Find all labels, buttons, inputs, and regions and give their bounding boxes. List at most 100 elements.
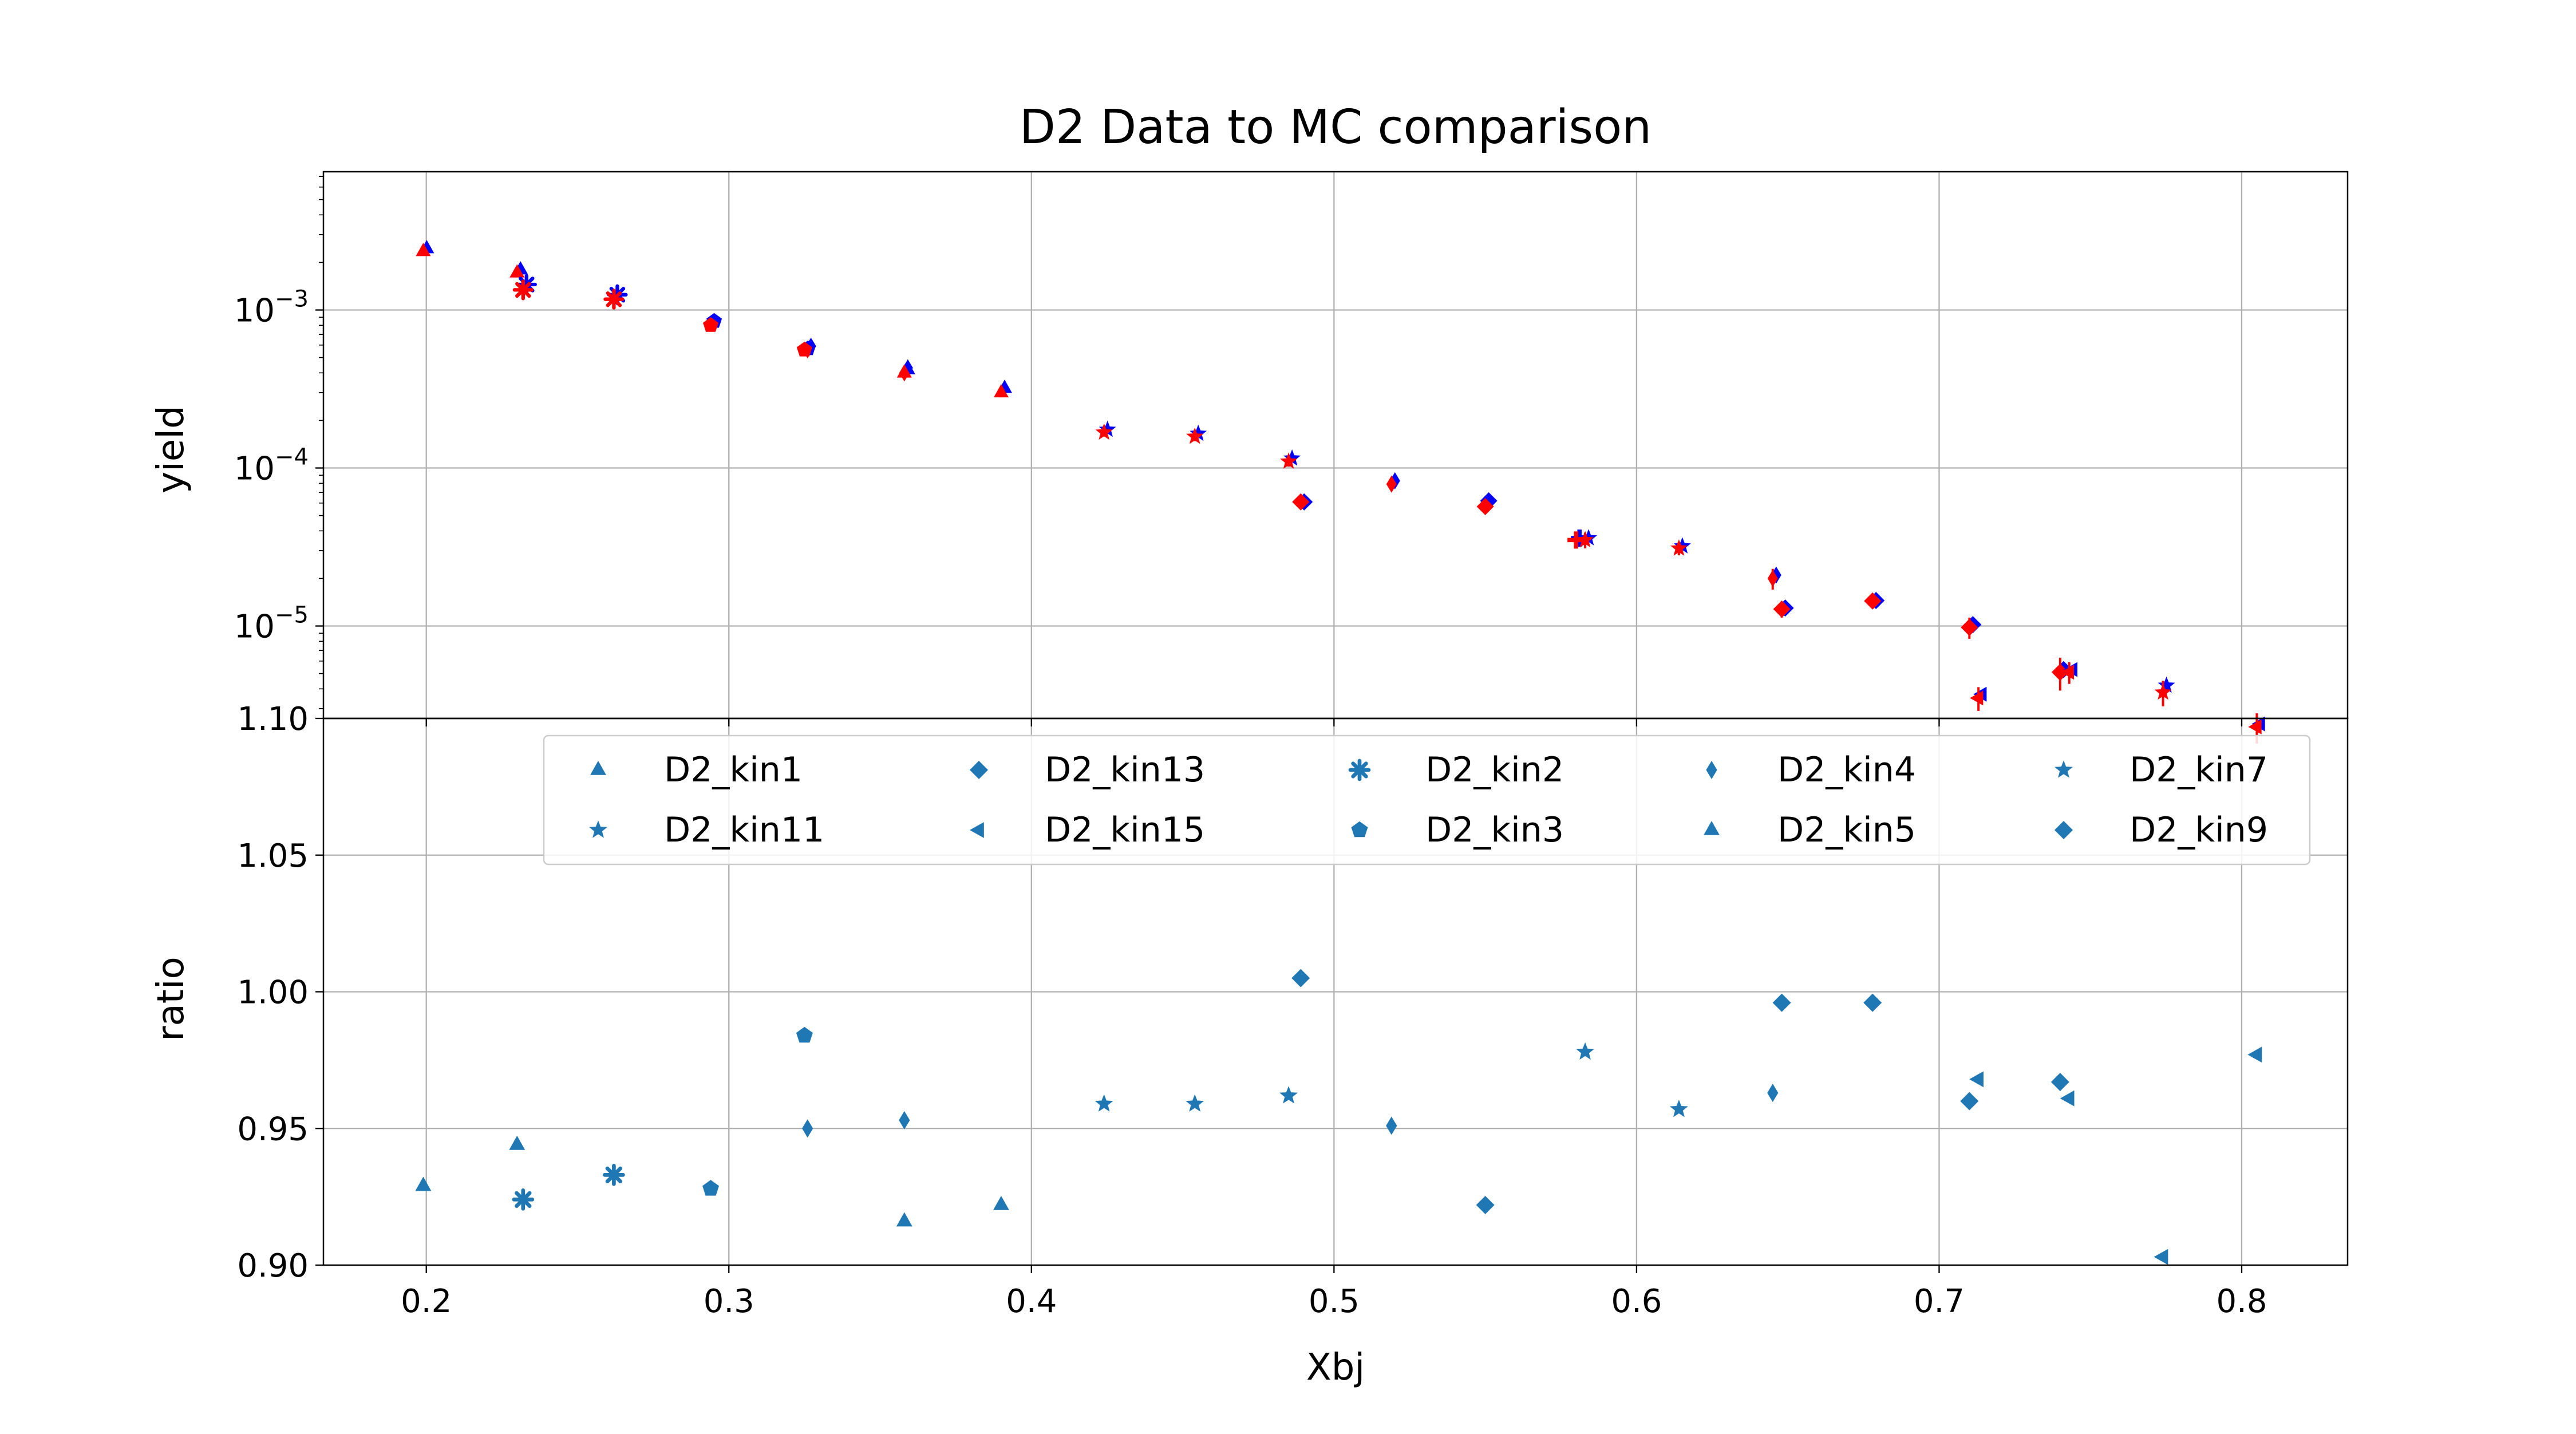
data-yield-point xyxy=(1095,423,1113,440)
legend-marker xyxy=(1348,759,1371,781)
bottom-y-tick-label: 1.10 xyxy=(237,701,309,738)
legend-marker xyxy=(590,761,606,775)
x-tick-label: 0.4 xyxy=(1006,1283,1057,1320)
ratio-point xyxy=(899,1111,910,1129)
ratio-point xyxy=(802,1119,813,1138)
data-yield-point xyxy=(703,317,719,332)
mc-yield-point xyxy=(1283,449,1301,466)
ratio-point xyxy=(1772,993,1791,1012)
top-panel-ticks: 10−3 10−4 10−5 xyxy=(234,176,323,709)
legend-label: D2_kin2 xyxy=(1425,750,1564,790)
ratio-point xyxy=(512,1188,535,1211)
ratio-point xyxy=(1291,969,1310,987)
bottom-panel-frame xyxy=(322,717,2349,1266)
ratio-point xyxy=(702,1180,719,1196)
legend-marker xyxy=(1351,821,1368,838)
legend-marker xyxy=(970,822,984,838)
legend: D2_kin1 D2_kin11 D2_kin13 D2_kin15 D2_kin2 D2… xyxy=(543,734,2311,866)
legend-marker xyxy=(2055,821,2073,839)
legend-marker xyxy=(1704,821,1720,835)
data-yield-point xyxy=(993,384,1009,398)
data-yield-point xyxy=(1476,497,1494,515)
legend-label: D2_kin11 xyxy=(664,810,824,850)
mc-yield-point xyxy=(2158,676,2175,693)
ratio-point xyxy=(1767,1084,1779,1103)
bottom-y-tick-label: 0.90 xyxy=(237,1247,309,1285)
legend-label: D2_kin5 xyxy=(1777,810,1916,850)
legend-label: D2_kin15 xyxy=(1045,810,1205,850)
data-yield-point xyxy=(2248,719,2262,734)
data-yield-point xyxy=(1292,493,1310,511)
x-axis-label: Xbj xyxy=(1306,1346,1365,1389)
bottom-panel-ylabel: ratio xyxy=(150,957,192,1041)
data-yield-point xyxy=(603,289,625,310)
ratio-point xyxy=(2154,1249,2168,1265)
legend-marker xyxy=(2055,760,2073,778)
data-yield-point xyxy=(1970,690,1984,706)
ratio-point xyxy=(1969,1071,1984,1088)
data-yield-point xyxy=(1670,539,1688,556)
data-yield-point xyxy=(896,364,912,378)
data-yield-point xyxy=(796,341,812,357)
x-axis-ticks: 0.2 0.3 0.4 0.5 0.6 0.7 0.8 xyxy=(401,718,2267,1320)
x-tick-label: 0.3 xyxy=(704,1283,754,1320)
bottom-y-tick-label: 0.95 xyxy=(237,1111,309,1148)
ratio-point xyxy=(1386,1116,1397,1135)
legend-marker xyxy=(970,761,988,779)
ratio-point xyxy=(796,1026,813,1043)
x-tick-label: 0.2 xyxy=(401,1283,452,1320)
x-tick-label: 0.6 xyxy=(1611,1283,1662,1320)
ratio-point xyxy=(509,1135,526,1150)
legend-label: D2_kin7 xyxy=(2129,750,2268,790)
ratio-point xyxy=(2060,1090,2075,1107)
ratio-point xyxy=(993,1195,1009,1210)
top-y-tick-label: 10−5 xyxy=(234,602,309,646)
ratio-point xyxy=(415,1176,432,1191)
top-panel-ylabel: yield xyxy=(150,405,192,493)
x-tick-label: 0.5 xyxy=(1309,1283,1360,1320)
ratio-point xyxy=(1863,993,1882,1012)
data-yield-point xyxy=(1186,427,1204,444)
legend-label: D2_kin1 xyxy=(664,750,803,790)
data-yield-point xyxy=(416,243,431,256)
data-yield-point xyxy=(509,264,525,278)
ratio-point xyxy=(1576,1042,1594,1060)
data-yield-point xyxy=(1961,618,1978,636)
ratio-point xyxy=(1279,1086,1298,1104)
top-panel-grid xyxy=(323,172,2348,718)
ratio-point xyxy=(1669,1100,1688,1117)
mc-yield-point xyxy=(1190,424,1207,441)
ratio-point xyxy=(1186,1094,1204,1112)
legend-label: D2_kin9 xyxy=(2129,810,2268,850)
data-yield-point xyxy=(2060,665,2074,680)
legend-label: D2_kin4 xyxy=(1777,750,1916,790)
legend-label: D2_kin13 xyxy=(1045,750,1205,790)
legend-marker xyxy=(1706,761,1717,779)
bottom-panel-ticks: 0.90 0.95 1.00 1.05 1.10 xyxy=(237,701,323,1285)
data-yield-point xyxy=(1767,570,1778,587)
top-y-tick-label: 10−4 xyxy=(234,444,309,488)
data-yield-point xyxy=(1577,531,1594,548)
data-yield-point xyxy=(512,279,534,301)
ratio-point xyxy=(2247,1046,2262,1063)
legend-marker xyxy=(589,820,607,838)
ratio-point xyxy=(603,1164,625,1186)
ratio-point xyxy=(1960,1092,1979,1111)
top-y-tick-label: 10−3 xyxy=(234,286,309,330)
x-tick-label: 0.8 xyxy=(2216,1283,2267,1320)
mc-yield-point xyxy=(1099,420,1116,437)
bottom-panel-marks xyxy=(415,969,2262,1265)
data-yield-point xyxy=(1773,600,1791,618)
data-yield-point xyxy=(2154,683,2172,700)
chart-title: D2 Data to MC comparison xyxy=(1020,100,1652,155)
x-tick-label: 0.7 xyxy=(1914,1283,1965,1320)
legend-label: D2_kin3 xyxy=(1425,810,1564,850)
ratio-point xyxy=(896,1212,912,1227)
data-yield-point xyxy=(1280,452,1298,469)
bottom-y-tick-label: 1.05 xyxy=(237,838,309,875)
ratio-point xyxy=(1095,1094,1113,1112)
ratio-point xyxy=(1476,1195,1495,1214)
